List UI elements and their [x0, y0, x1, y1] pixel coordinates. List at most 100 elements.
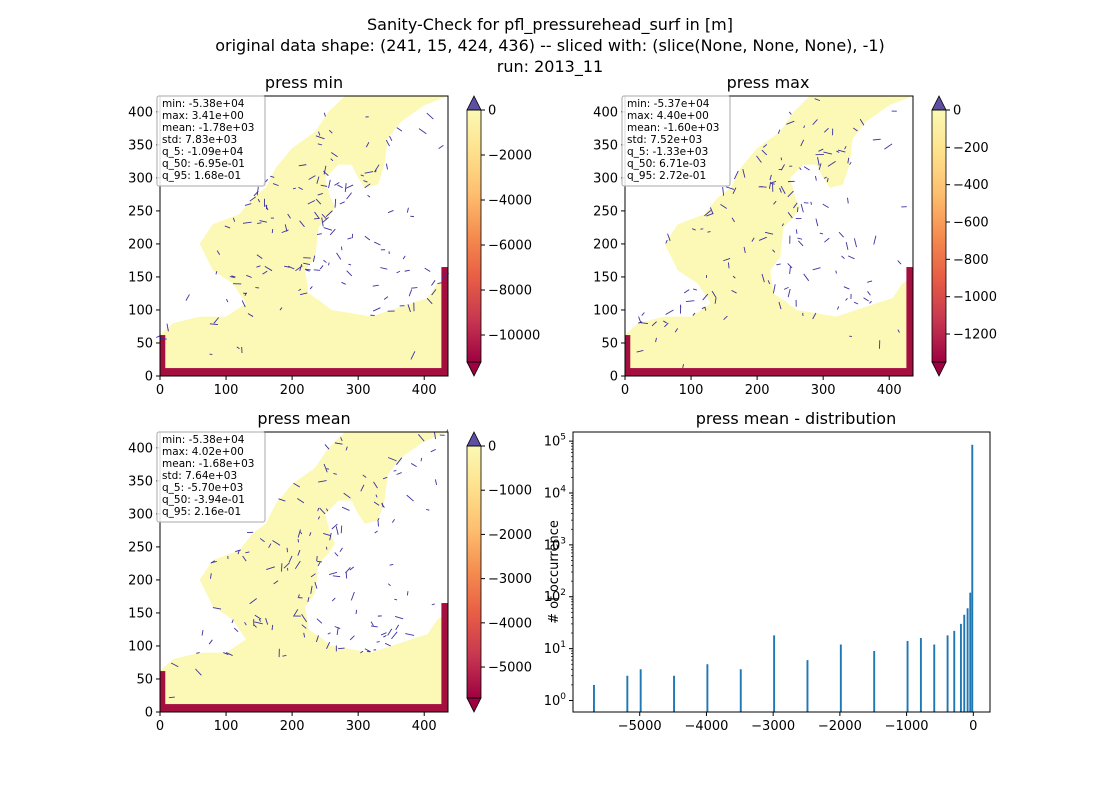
histogram-y-axis-label: # of occurrence	[547, 520, 562, 624]
river-segment	[346, 192, 352, 200]
river-segment	[822, 203, 829, 209]
colorbar-tick-label: −2000	[488, 528, 532, 543]
river-segment	[287, 265, 295, 270]
x-tick-label: −3000	[751, 719, 795, 734]
river-segment	[787, 190, 794, 198]
histogram-bar	[873, 650, 876, 712]
histogram-bar	[953, 630, 956, 712]
y-tick-label: 103	[544, 536, 566, 553]
river-segment	[787, 263, 793, 269]
river-segment	[692, 312, 696, 316]
histogram-bar	[963, 614, 966, 712]
river-segment	[776, 263, 781, 266]
x-tick-label: 200	[280, 719, 305, 734]
y-tick-label: 101	[544, 640, 566, 657]
x-tick-label: 300	[346, 383, 371, 398]
river-segment	[373, 501, 380, 506]
stat-line: min: -5.37e+04	[627, 98, 710, 110]
river-segment	[812, 312, 817, 320]
river-segment	[731, 217, 735, 223]
river-segment	[371, 625, 378, 628]
river-segment	[314, 217, 320, 220]
land-area	[625, 96, 913, 369]
river-segment	[314, 211, 320, 219]
river-segment	[788, 111, 792, 115]
river-segment	[362, 474, 367, 478]
river-segment	[827, 160, 836, 167]
river-segment	[845, 242, 849, 250]
press-min-colorbar: 0 −2000 −4000 −6000 −8000 −10000	[466, 95, 540, 377]
river-segment	[270, 175, 275, 178]
colorbar-gradient	[467, 110, 481, 362]
river-segment	[693, 288, 698, 291]
river-segment	[863, 297, 869, 302]
river-segment	[364, 235, 371, 241]
river-segment	[638, 321, 643, 324]
river-segment	[781, 223, 784, 227]
river-segment	[663, 320, 667, 324]
river-segment	[780, 164, 785, 171]
river-segment	[258, 618, 261, 622]
histogram-bar	[773, 635, 776, 712]
x-tick-label: 100	[679, 383, 704, 398]
river-segment	[355, 609, 358, 614]
river-segment	[301, 624, 307, 629]
river-segment	[803, 166, 810, 171]
figure-title-line-1: Sanity-Check for pfl_pressurehead_surf i…	[367, 15, 733, 35]
river-segment	[334, 182, 340, 186]
colorbar-tick-label: −4000	[488, 194, 532, 209]
river-segment	[235, 549, 241, 552]
colorbar-tick-label: −5000	[488, 661, 532, 676]
river-segment	[196, 652, 200, 654]
river-segment	[779, 187, 782, 193]
river-segment	[869, 300, 872, 304]
stat-line: q_95: 2.16e-01	[162, 506, 241, 518]
panel-title-distribution: press mean - distribution	[696, 409, 896, 428]
x-tick-label: 0	[969, 719, 977, 734]
river-segment	[845, 297, 848, 301]
river-segment	[324, 444, 330, 450]
river-segment	[334, 442, 343, 445]
river-segment	[406, 207, 409, 213]
histogram-bar	[673, 675, 675, 712]
river-segment	[430, 448, 436, 453]
river-segment	[376, 641, 380, 643]
river-segment	[321, 217, 324, 227]
river-segment	[756, 155, 762, 163]
histogram-bar	[626, 675, 629, 712]
river-segment	[380, 632, 387, 636]
river-segment	[793, 202, 798, 209]
river-segment	[707, 231, 711, 233]
river-segment	[783, 286, 789, 290]
river-segment	[195, 668, 202, 676]
river-segment	[299, 292, 308, 296]
river-segment	[714, 297, 717, 304]
river-segment	[338, 647, 345, 650]
stat-line: min: -5.38e+04	[162, 434, 245, 446]
river-segment	[265, 618, 269, 625]
x-tick-label: 400	[412, 719, 437, 734]
river-segment	[323, 532, 331, 537]
stat-line: q_5: -5.70e+03	[162, 482, 243, 494]
river-segment	[244, 292, 247, 296]
river-segment	[641, 312, 645, 316]
river-segment	[293, 609, 299, 617]
river-segment	[853, 127, 858, 132]
river-segment	[310, 585, 313, 594]
river-segment	[395, 624, 400, 631]
river-segment	[847, 157, 850, 164]
river-segment	[319, 265, 324, 270]
histogram-bar	[919, 638, 922, 712]
histogram-bar	[806, 660, 809, 712]
river-segment	[859, 118, 865, 126]
river-segment	[363, 180, 368, 183]
river-segment	[761, 273, 765, 283]
river-segment	[777, 129, 781, 134]
river-segment	[268, 543, 272, 549]
river-segment	[229, 276, 235, 279]
river-segment	[636, 350, 644, 353]
river-segment	[408, 289, 413, 297]
river-segment	[396, 457, 403, 465]
river-segment	[328, 129, 333, 134]
river-segment	[837, 149, 846, 153]
